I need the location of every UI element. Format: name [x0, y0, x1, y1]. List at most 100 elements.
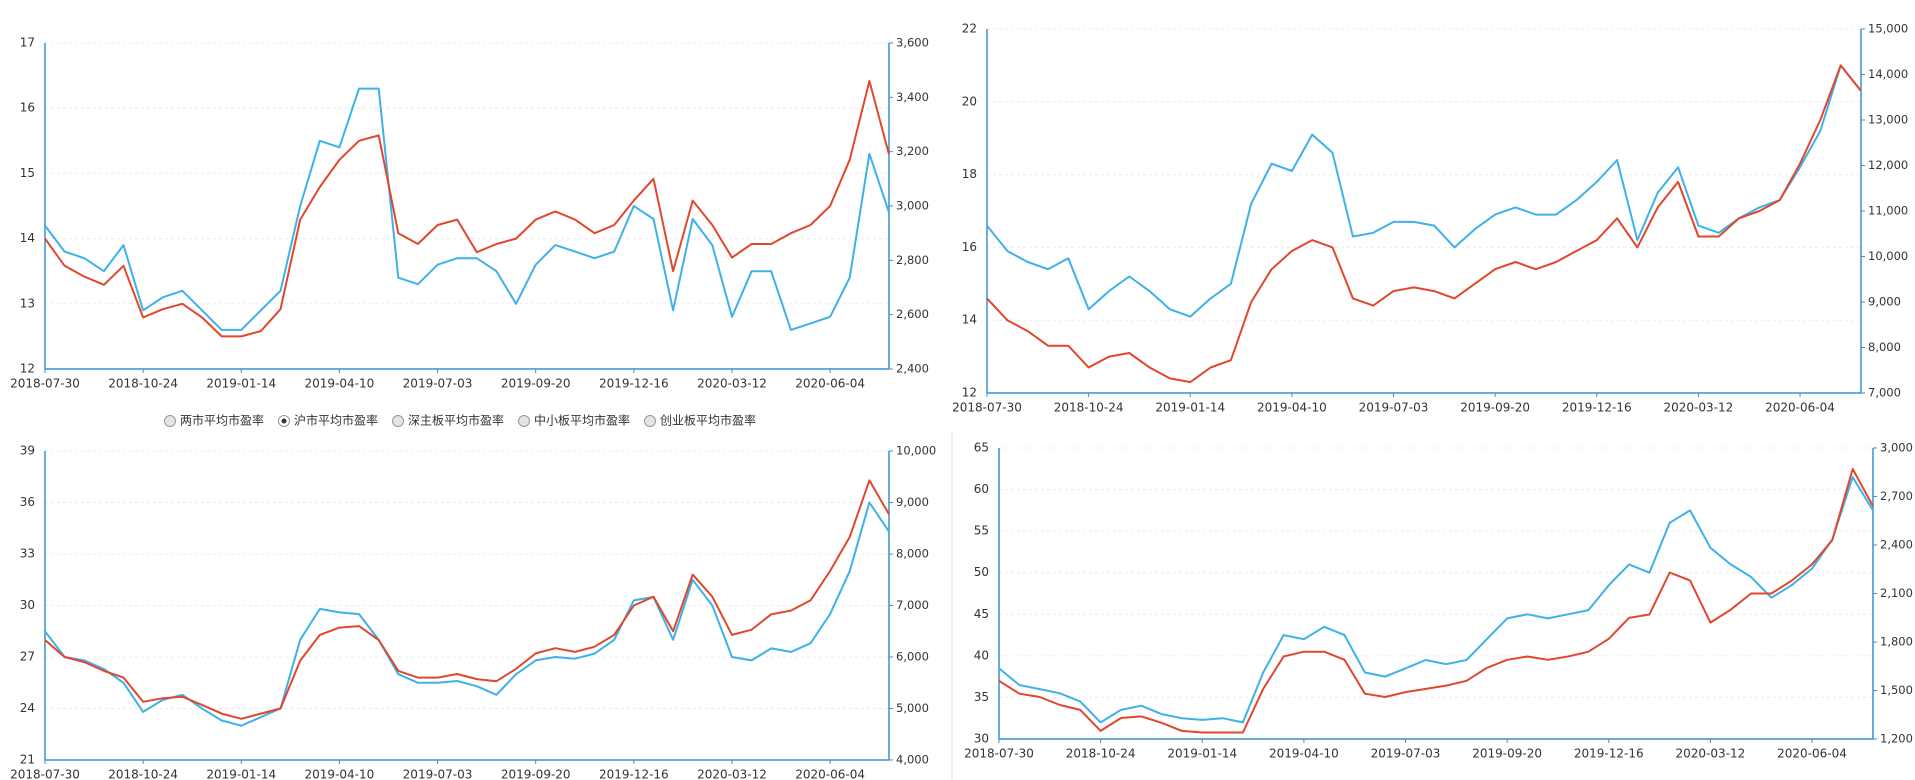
- x-tick-label: 2018-10-24: [1066, 747, 1136, 761]
- y-tick-label: 14: [20, 231, 35, 245]
- x-tick-label: 2018-07-30: [964, 747, 1034, 761]
- x-tick-label: 2020-06-04: [795, 377, 865, 391]
- radio: [644, 415, 656, 427]
- y2-tick-label: 1,800: [1880, 635, 1913, 649]
- radio-dot: [281, 418, 287, 424]
- x-tick-label: 2018-10-24: [108, 768, 178, 780]
- x-tick-label: 2019-12-16: [1562, 401, 1632, 415]
- radio: [518, 415, 530, 427]
- x-tick-label: 2018-07-30: [10, 377, 80, 391]
- y-tick-label: 60: [974, 482, 989, 496]
- y2-tick-label: 3,600: [896, 36, 929, 50]
- y2-tick-label: 10,000: [1868, 249, 1908, 263]
- x-tick-label: 2019-09-20: [501, 768, 571, 780]
- y2-tick-label: 9,000: [1868, 295, 1901, 309]
- y2-tick-label: 1,500: [1880, 683, 1913, 697]
- x-tick-label: 2019-04-10: [305, 768, 375, 780]
- y-tick-label: 40: [974, 648, 989, 662]
- y2-tick-label: 3,200: [896, 144, 929, 158]
- y2-tick-label: 9,000: [896, 495, 929, 509]
- x-tick-label: 2019-12-16: [599, 768, 669, 780]
- y2-tick-label: 8,000: [1868, 340, 1901, 354]
- y-tick-label: 30: [20, 598, 35, 612]
- x-tick-label: 2019-07-03: [403, 768, 473, 780]
- x-tick-label: 2019-09-20: [1460, 401, 1530, 415]
- y-tick-label: 24: [20, 701, 35, 715]
- x-tick-label: 2019-09-20: [501, 377, 571, 391]
- x-tick-label: 2018-10-24: [1054, 401, 1124, 415]
- x-tick-label: 2019-01-14: [206, 768, 276, 780]
- y-tick-label: 33: [20, 547, 35, 561]
- y2-tick-label: 12,000: [1868, 158, 1908, 172]
- y-tick-label: 18: [962, 167, 977, 181]
- series-line: [986, 64, 1862, 318]
- x-tick-label: 2019-04-10: [305, 377, 375, 391]
- x-tick-label: 2019-09-20: [1472, 747, 1542, 761]
- y-tick-label: 50: [974, 565, 989, 579]
- y2-tick-label: 7,000: [1868, 386, 1901, 400]
- y2-tick-label: 2,800: [896, 253, 929, 267]
- x-tick-label: 2020-06-04: [795, 768, 865, 780]
- series-line: [998, 468, 1874, 734]
- radio: [164, 415, 176, 427]
- x-tick-label: 2019-12-16: [599, 377, 669, 391]
- y2-tick-label: 6,000: [896, 650, 929, 664]
- y-tick-label: 55: [974, 524, 989, 538]
- x-tick-label: 2019-01-14: [1167, 747, 1237, 761]
- y-tick-label: 12: [962, 386, 977, 400]
- x-tick-label: 2020-03-12: [697, 768, 767, 780]
- y-tick-label: 16: [20, 101, 35, 115]
- legend-option[interactable]: 中小板平均市盈率: [518, 413, 631, 428]
- y2-tick-label: 4,000: [896, 753, 929, 767]
- x-tick-label: 2019-07-03: [403, 377, 473, 391]
- y2-tick-label: 2,600: [896, 307, 929, 321]
- x-tick-label: 2019-07-03: [1359, 401, 1429, 415]
- legend-option[interactable]: 两市平均市盈率: [164, 413, 265, 428]
- x-tick-label: 2018-10-24: [108, 377, 178, 391]
- y-tick-label: 15: [20, 166, 35, 180]
- y-tick-label: 13: [20, 296, 35, 310]
- x-tick-label: 2020-03-12: [697, 377, 767, 391]
- y-tick-label: 21: [20, 753, 35, 767]
- series-line: [998, 476, 1874, 724]
- y-tick-label: 35: [974, 690, 989, 704]
- x-tick-label: 2019-12-16: [1574, 747, 1644, 761]
- y-tick-label: 39: [20, 444, 35, 458]
- legend-label: 两市平均市盈率: [180, 413, 264, 428]
- x-tick-label: 2019-01-14: [206, 377, 276, 391]
- y2-tick-label: 2,700: [1880, 489, 1913, 503]
- x-tick-label: 2020-03-12: [1664, 401, 1734, 415]
- legend-option[interactable]: 创业板平均市盈率: [644, 413, 757, 428]
- y2-tick-label: 11,000: [1868, 204, 1908, 218]
- legend-label: 深主板平均市盈率: [408, 413, 504, 428]
- legend-option[interactable]: 沪市平均市盈率: [278, 413, 379, 428]
- radio: [392, 415, 404, 427]
- legend-option[interactable]: 深主板平均市盈率: [392, 413, 505, 428]
- y2-tick-label: 13,000: [1868, 113, 1908, 127]
- x-tick-label: 2019-01-14: [1155, 401, 1225, 415]
- y-tick-label: 45: [974, 607, 989, 621]
- y-tick-label: 30: [974, 732, 989, 746]
- legend-label: 中小板平均市盈率: [534, 413, 630, 428]
- y-tick-label: 22: [962, 22, 977, 36]
- y2-tick-label: 2,100: [1880, 586, 1913, 600]
- x-tick-label: 2019-04-10: [1257, 401, 1327, 415]
- y2-tick-label: 14,000: [1868, 67, 1908, 81]
- y2-tick-label: 10,000: [896, 444, 936, 458]
- y-tick-label: 65: [974, 441, 989, 455]
- legend-label: 创业板平均市盈率: [660, 413, 756, 428]
- x-tick-label: 2020-03-12: [1676, 747, 1746, 761]
- y2-tick-label: 3,400: [896, 90, 929, 104]
- x-tick-label: 2020-06-04: [1777, 747, 1847, 761]
- x-tick-label: 2018-07-30: [10, 768, 80, 780]
- y-tick-label: 16: [962, 240, 977, 254]
- series-line: [44, 80, 890, 338]
- y2-tick-label: 2,400: [896, 362, 929, 376]
- y-tick-label: 14: [962, 313, 977, 327]
- x-tick-label: 2019-07-03: [1371, 747, 1441, 761]
- legend: 两市平均市盈率 沪市平均市盈率 深主板平均市盈率 中小板平均市盈率 创业板平均市盈率: [164, 413, 757, 428]
- x-tick-label: 2019-04-10: [1269, 747, 1339, 761]
- y2-tick-label: 15,000: [1868, 22, 1908, 36]
- y2-tick-label: 1,200: [1880, 732, 1913, 746]
